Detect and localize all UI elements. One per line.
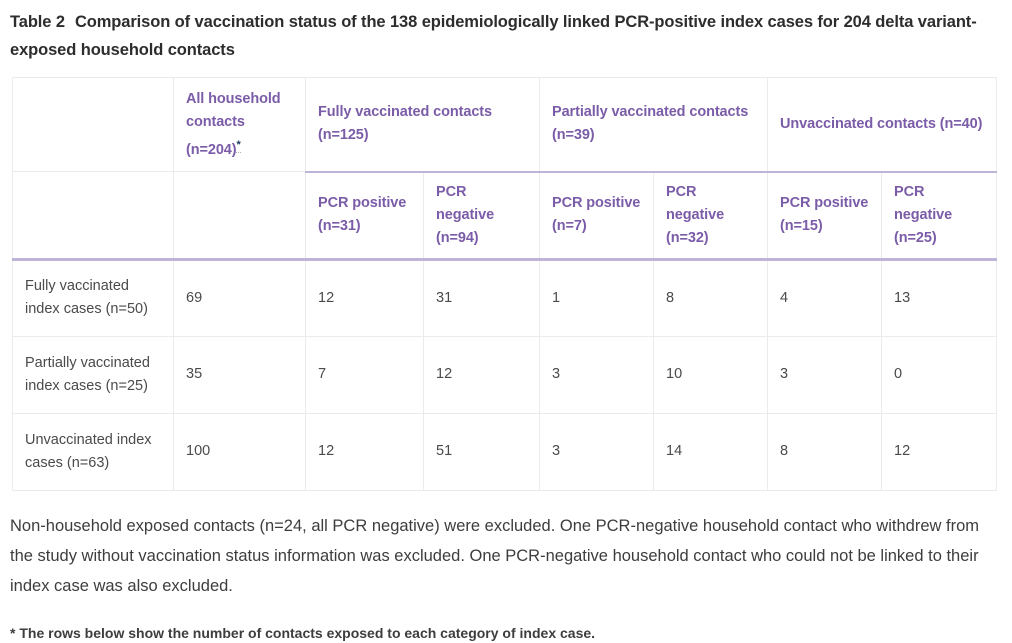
empty-header-cell bbox=[12, 171, 174, 261]
subheader-pcr-positive-fully: PCR positive (n=31) bbox=[305, 171, 424, 261]
value-cell: 51 bbox=[422, 412, 541, 491]
value-cell: 10 bbox=[653, 335, 769, 414]
table-row-partially-vaccinated-index: Partially vaccinated index cases (n=25) … bbox=[12, 335, 998, 414]
corner-cell bbox=[12, 77, 174, 172]
subheader-pcr-positive-unvaccinated: PCR positive (n=15) bbox=[767, 171, 883, 261]
value-cell: 100 bbox=[173, 412, 306, 491]
value-cell: 31 bbox=[422, 258, 541, 337]
value-cell: 3 bbox=[539, 412, 655, 491]
table-row-unvaccinated-index: Unvaccinated index cases (n=63) 100 12 5… bbox=[12, 412, 998, 491]
value-cell: 69 bbox=[173, 258, 306, 337]
header-row-pcr-status: PCR positive (n=31) PCR negative (n=94) … bbox=[12, 171, 998, 261]
row-label-cell: Unvaccinated index cases (n=63) bbox=[12, 412, 174, 491]
value-cell: 13 bbox=[881, 258, 998, 337]
vaccination-status-table: All household contacts (n=204)* Fully va… bbox=[12, 77, 998, 491]
header-row-groups: All household contacts (n=204)* Fully va… bbox=[12, 77, 998, 173]
value-cell: 14 bbox=[653, 412, 769, 491]
subheader-pcr-negative-partially: PCR negative (n=32) bbox=[653, 171, 769, 261]
group-header-unvaccinated-contacts: Unvaccinated contacts (n=40) bbox=[767, 77, 998, 173]
all-household-contacts-header: All household contacts (n=204)* bbox=[173, 77, 306, 172]
value-cell: 12 bbox=[305, 258, 424, 337]
page-title: Table 2 Comparison of vaccination status … bbox=[10, 8, 1002, 64]
empty-header-cell bbox=[173, 171, 306, 261]
value-cell: 1 bbox=[539, 258, 655, 337]
table-caption: Comparison of vaccination status of the … bbox=[10, 13, 977, 59]
row-label-cell: Fully vaccinated index cases (n=50) bbox=[12, 258, 174, 337]
value-cell: 4 bbox=[767, 258, 883, 337]
value-cell: 12 bbox=[422, 335, 541, 414]
value-cell: 3 bbox=[539, 335, 655, 414]
value-cell: 3 bbox=[767, 335, 883, 414]
group-header-fully-vaccinated-contacts: Fully vaccinated contacts (n=125) bbox=[304, 77, 541, 173]
table-notes: Non-household exposed contacts (n=24, al… bbox=[10, 516, 979, 595]
value-cell: 7 bbox=[305, 335, 424, 414]
subheader-pcr-negative-unvaccinated: PCR negative (n=25) bbox=[881, 171, 998, 261]
subheader-pcr-negative-fully: PCR negative (n=94) bbox=[422, 171, 541, 261]
table-footnote: * The rows below show the number of cont… bbox=[10, 624, 596, 641]
table-row-fully-vaccinated-index: Fully vaccinated index cases (n=50) 69 1… bbox=[12, 258, 998, 337]
value-cell: 0 bbox=[881, 335, 998, 414]
subheader-pcr-positive-partially: PCR positive (n=7) bbox=[539, 171, 655, 261]
value-cell: 12 bbox=[305, 412, 424, 491]
group-header-partially-vaccinated-contacts: Partially vaccinated contacts (n=39) bbox=[539, 77, 769, 173]
value-cell: 12 bbox=[881, 412, 998, 491]
footnote-marker-link[interactable]: * bbox=[236, 138, 241, 153]
table-number-label: Table 2 bbox=[10, 13, 65, 31]
value-cell: 35 bbox=[173, 335, 306, 414]
value-cell: 8 bbox=[767, 412, 883, 491]
all-household-contacts-label: All household contacts (n=204) bbox=[186, 90, 281, 158]
row-label-cell: Partially vaccinated index cases (n=25) bbox=[12, 335, 174, 414]
value-cell: 8 bbox=[653, 258, 769, 337]
